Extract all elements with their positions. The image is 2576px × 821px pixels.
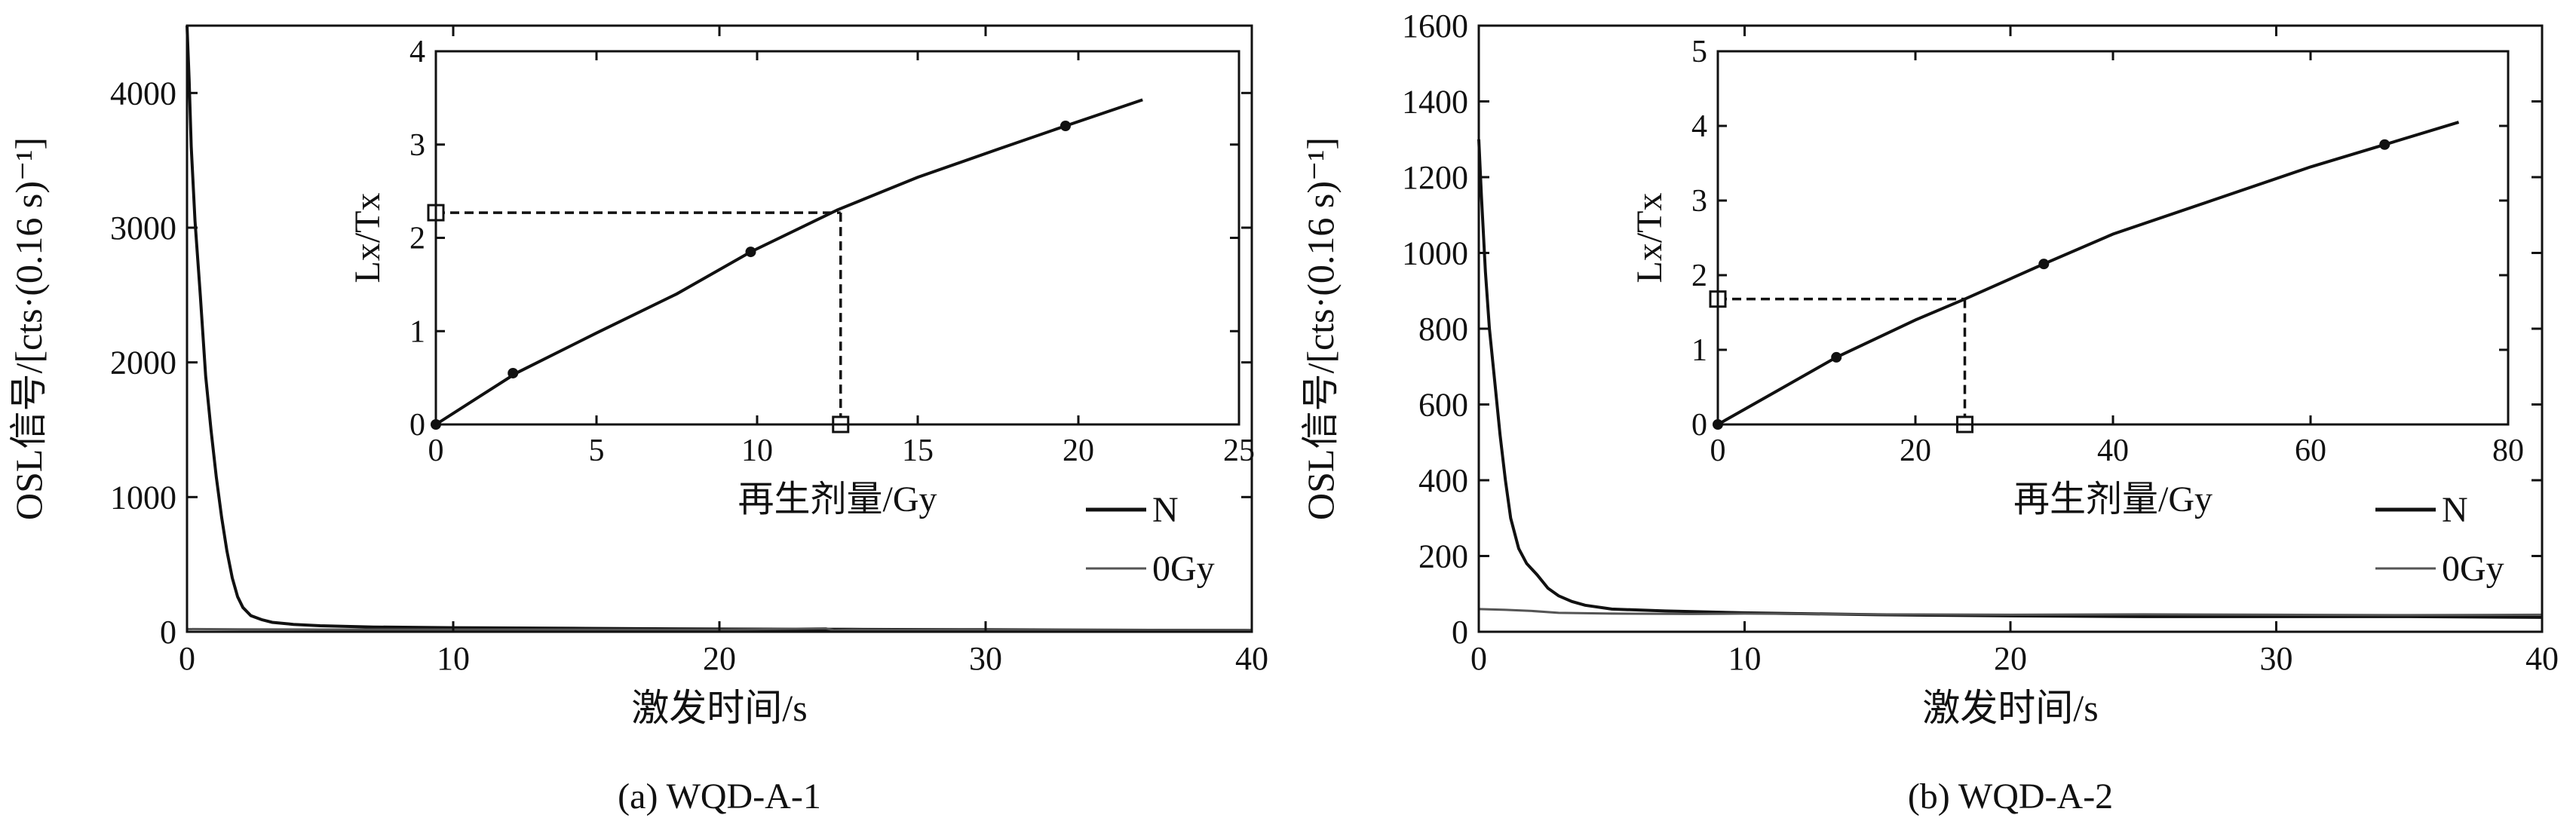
inset-x-axis-label: 再生剂量/Gy	[738, 479, 937, 519]
inset-x-tick-label: 25	[1223, 433, 1255, 468]
inset-plot-frame	[1716, 50, 2510, 426]
panel-caption: (b) WQD-A-2	[1908, 777, 2113, 816]
x-tick-label: 30	[969, 640, 1002, 677]
y-axis-label: OSL信号/[cts·(0.16 s)⁻¹]	[1299, 137, 1342, 520]
inset-x-tick-label: 10	[741, 433, 773, 468]
y-tick-label: 1000	[110, 479, 176, 516]
y-tick-label: 2000	[110, 345, 176, 381]
inset-data-point	[745, 247, 756, 258]
inset-x-tick-label: 15	[902, 433, 934, 468]
inset-x-tick-label: 20	[1900, 433, 1931, 468]
y-tick-label: 200	[1418, 538, 1468, 575]
inset-y-axis-label: Lx/Tx	[1630, 193, 1670, 283]
inset-x-tick-label: 0	[428, 433, 444, 468]
y-tick-label: 1600	[1402, 8, 1468, 44]
y-tick-label: 4000	[110, 75, 176, 112]
y-tick-label: 3000	[110, 210, 176, 247]
inset-y-tick-label: 4	[1691, 109, 1707, 144]
x-tick-label: 0	[1470, 640, 1487, 677]
series-line-n	[1477, 139, 2543, 619]
inset-y-tick-label: 1	[409, 314, 425, 349]
inset-y-tick-label: 3	[409, 128, 425, 163]
x-axis-label: 激发时间/s	[1922, 687, 2098, 729]
inset-x-tick-label: 60	[2295, 433, 2326, 468]
inset-growth-curve	[434, 98, 1143, 426]
inset-y-tick-label: 2	[409, 222, 425, 256]
inset-y-tick-label: 2	[1691, 259, 1707, 293]
panel-caption: (a) WQD-A-1	[618, 777, 821, 816]
legend-label: N	[2442, 490, 2468, 530]
x-tick-label: 10	[437, 640, 470, 677]
series-line-0gy	[1478, 608, 2543, 617]
inset-x-axis-label: 再生剂量/Gy	[2013, 479, 2213, 519]
inset-y-axis-label: Lx/Tx	[348, 193, 388, 283]
inset-y-tick-label: 0	[1691, 408, 1707, 443]
x-tick-label: 40	[1235, 640, 1268, 677]
legend-label: 0Gy	[1152, 549, 1215, 589]
x-axis-label: 激发时间/s	[631, 687, 807, 729]
inset-y-tick-label: 3	[1691, 184, 1707, 219]
inset-data-point	[1831, 351, 1842, 363]
y-axis-label: OSL信号/[cts·(0.16 s)⁻¹]	[8, 137, 50, 520]
inset-y-tick-label: 5	[1691, 35, 1707, 69]
inset-y-tick-label: 1	[1691, 333, 1707, 368]
y-tick-label: 1400	[1402, 84, 1468, 121]
x-tick-label: 0	[179, 640, 195, 677]
inset-data-point	[1060, 121, 1071, 131]
inset-x-tick-label: 20	[1063, 433, 1094, 468]
y-tick-label: 0	[160, 614, 176, 651]
inset-x-tick-label: 80	[2492, 433, 2524, 468]
y-tick-label: 600	[1418, 387, 1468, 424]
x-tick-label: 10	[1728, 640, 1762, 677]
x-tick-label: 40	[2525, 640, 2559, 677]
inset-y-tick-label: 4	[409, 35, 425, 69]
inset-x-tick-label: 0	[1710, 433, 1726, 468]
y-tick-label: 800	[1418, 311, 1468, 348]
x-tick-label: 30	[2260, 640, 2293, 677]
main-plot-frame	[1477, 24, 2544, 633]
inset-x-tick-label: 40	[2097, 433, 2129, 468]
y-tick-label: 400	[1418, 462, 1468, 499]
x-tick-label: 20	[1994, 640, 2027, 677]
legend-label: N	[1152, 490, 1179, 530]
inset-growth-curve	[1717, 121, 2460, 426]
inset-x-tick-label: 5	[589, 433, 605, 468]
legend-label: 0Gy	[2442, 549, 2504, 589]
x-tick-label: 20	[703, 640, 736, 677]
inset-y-tick-label: 0	[409, 408, 425, 443]
y-tick-label: 1000	[1402, 235, 1468, 272]
inset-data-point	[508, 367, 519, 378]
y-tick-label: 0	[1452, 614, 1468, 651]
series-line-0gy	[186, 626, 1253, 632]
inset-data-point	[2038, 259, 2050, 270]
inset-data-point	[2379, 139, 2390, 150]
y-tick-label: 1200	[1402, 159, 1468, 196]
